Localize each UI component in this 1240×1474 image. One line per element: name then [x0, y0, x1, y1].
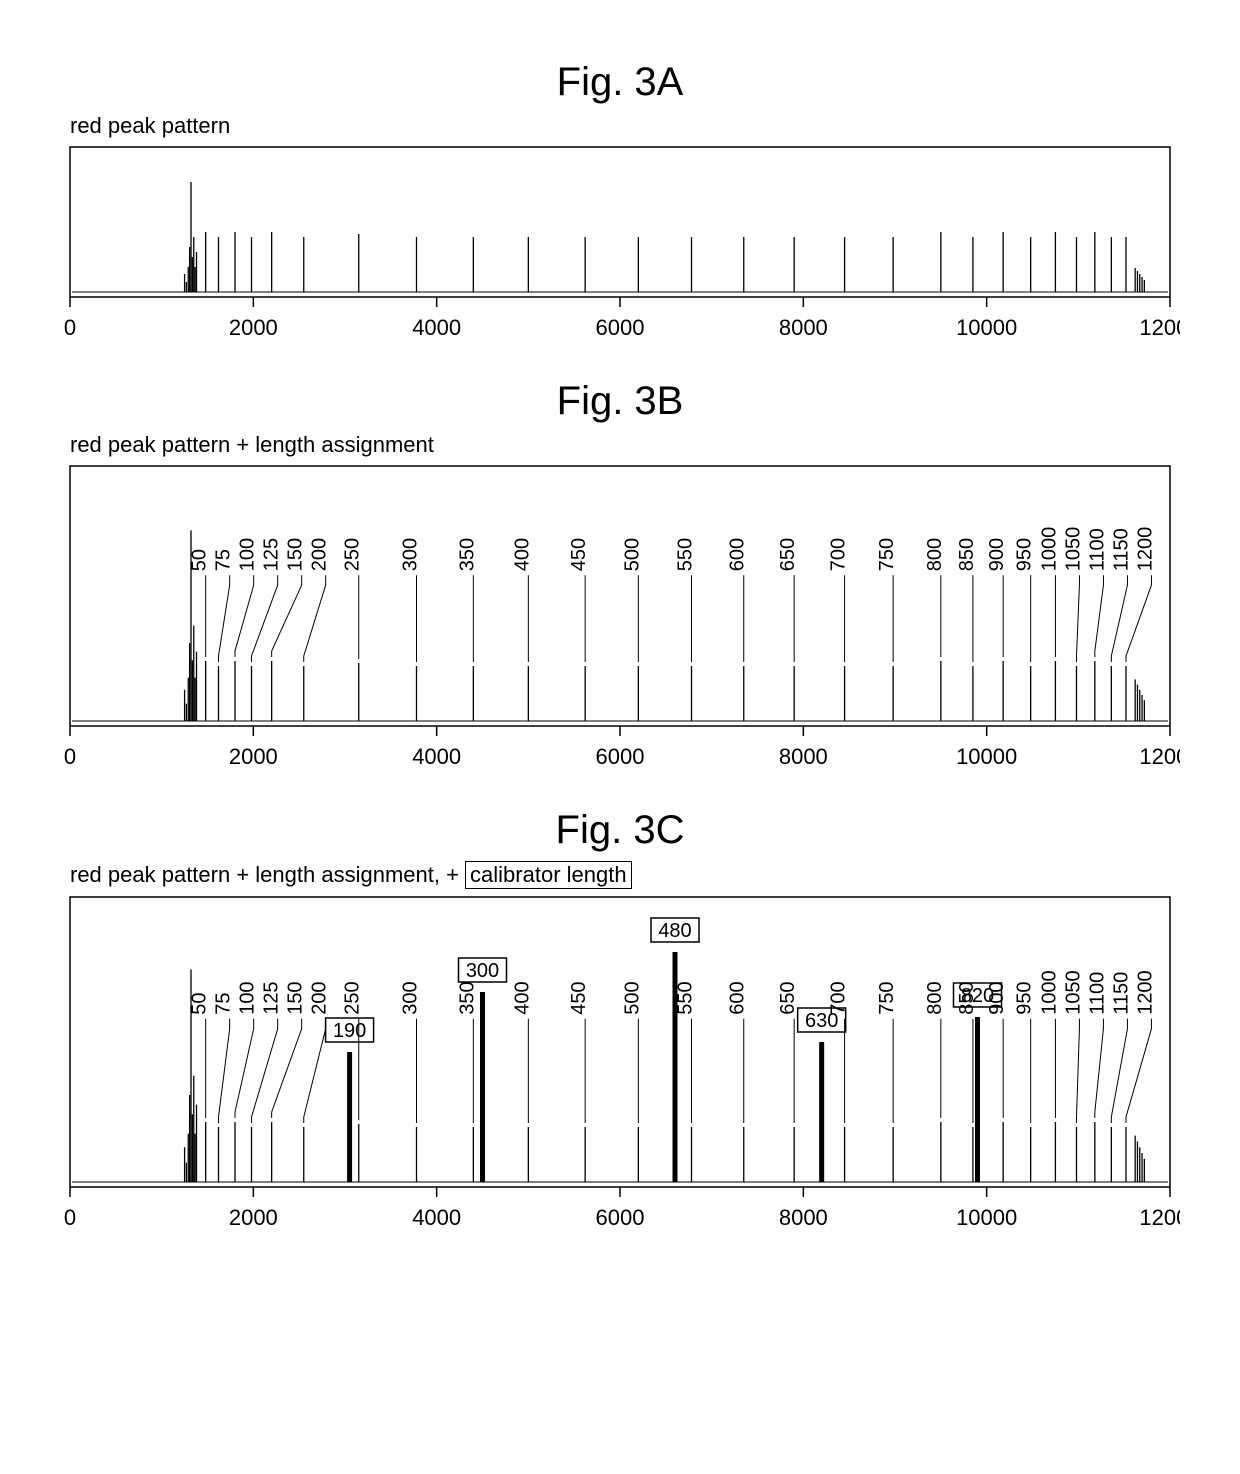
- svg-text:0: 0: [64, 1205, 76, 1229]
- svg-text:200: 200: [309, 982, 331, 1015]
- figure-3a-subtitle: red peak pattern: [70, 113, 1180, 139]
- svg-text:10000: 10000: [956, 1205, 1017, 1229]
- svg-text:12000: 12000: [1139, 315, 1180, 339]
- svg-text:1000: 1000: [1038, 971, 1060, 1016]
- svg-text:100: 100: [237, 538, 259, 571]
- svg-text:12000: 12000: [1139, 1205, 1180, 1229]
- svg-text:1100: 1100: [1086, 972, 1108, 1015]
- svg-text:0: 0: [64, 315, 76, 339]
- svg-text:1000: 1000: [1038, 527, 1060, 572]
- svg-text:350: 350: [456, 538, 478, 571]
- svg-text:1200: 1200: [1134, 527, 1156, 572]
- figure-3c-title: Fig. 3C: [60, 808, 1180, 853]
- svg-text:190: 190: [333, 1020, 366, 1042]
- svg-text:750: 750: [876, 538, 898, 571]
- svg-text:8000: 8000: [779, 315, 828, 339]
- svg-text:300: 300: [400, 982, 422, 1015]
- figure-3b-subtitle: red peak pattern + length assignment: [70, 432, 1180, 458]
- svg-text:1150: 1150: [1110, 528, 1132, 571]
- svg-text:750: 750: [876, 982, 898, 1015]
- svg-text:150: 150: [285, 982, 307, 1015]
- svg-text:500: 500: [621, 982, 643, 1015]
- figure-3a-title: Fig. 3A: [60, 60, 1180, 105]
- page: { "page": { "width": 1240, "height": 147…: [0, 0, 1240, 1329]
- svg-text:4000: 4000: [412, 744, 461, 768]
- svg-text:6000: 6000: [596, 1205, 645, 1229]
- figure-3c-subtitle: red peak pattern + length assignment, + …: [70, 861, 1180, 889]
- figure-3b-chart: 0 2000 4000 6000 8000 10000 12000 5075100125150…: [60, 462, 1180, 768]
- svg-text:600: 600: [727, 982, 749, 1015]
- svg-text:8000: 8000: [779, 744, 828, 768]
- figure-3a: Fig. 3A red peak pattern 0 2000 4000 6000 80…: [60, 60, 1180, 339]
- svg-text:350: 350: [456, 982, 478, 1015]
- svg-text:250: 250: [342, 982, 364, 1015]
- svg-text:6000: 6000: [596, 744, 645, 768]
- svg-text:400: 400: [511, 982, 533, 1015]
- svg-text:1200: 1200: [1134, 971, 1156, 1016]
- svg-text:2000: 2000: [229, 315, 278, 339]
- svg-text:500: 500: [621, 538, 643, 571]
- svg-text:450: 450: [568, 538, 590, 571]
- figure-3c-subtitle-part1: red peak pattern + length assignment, +: [70, 862, 459, 887]
- svg-text:125: 125: [261, 982, 283, 1015]
- svg-text:300: 300: [400, 538, 422, 571]
- svg-text:900: 900: [986, 538, 1008, 571]
- figure-3c-chart: 0200040006000800010000120001903004806308…: [60, 893, 1180, 1229]
- svg-text:10000: 10000: [956, 315, 1017, 339]
- svg-text:250: 250: [342, 538, 364, 571]
- svg-text:8000: 8000: [779, 1205, 828, 1229]
- svg-text:1050: 1050: [1062, 527, 1084, 572]
- svg-text:50: 50: [189, 993, 211, 1015]
- svg-text:1050: 1050: [1062, 971, 1084, 1016]
- svg-text:600: 600: [727, 538, 749, 571]
- svg-text:400: 400: [511, 538, 533, 571]
- svg-text:1150: 1150: [1110, 972, 1132, 1015]
- svg-text:800: 800: [924, 538, 946, 571]
- svg-text:550: 550: [675, 982, 697, 1015]
- svg-text:2000: 2000: [229, 1205, 278, 1229]
- svg-text:0: 0: [64, 744, 76, 768]
- svg-text:75: 75: [213, 993, 235, 1015]
- figure-3b-title: Fig. 3B: [60, 379, 1180, 424]
- svg-text:100: 100: [237, 982, 259, 1015]
- figure-3b: Fig. 3B red peak pattern + length assign…: [60, 379, 1180, 768]
- svg-text:650: 650: [777, 538, 799, 571]
- svg-text:1100: 1100: [1086, 528, 1108, 571]
- svg-text:850: 850: [956, 982, 978, 1015]
- svg-text:450: 450: [568, 982, 590, 1015]
- svg-text:4000: 4000: [412, 315, 461, 339]
- svg-text:300: 300: [466, 960, 499, 982]
- svg-text:700: 700: [828, 982, 850, 1015]
- svg-text:650: 650: [777, 982, 799, 1015]
- svg-text:10000: 10000: [956, 744, 1017, 768]
- svg-text:2000: 2000: [229, 744, 278, 768]
- svg-text:950: 950: [1014, 982, 1036, 1015]
- figure-3c: Fig. 3C red peak pattern + length assign…: [60, 808, 1180, 1229]
- svg-text:150: 150: [285, 538, 307, 571]
- svg-text:800: 800: [924, 982, 946, 1015]
- svg-text:550: 550: [675, 538, 697, 571]
- svg-text:200: 200: [309, 538, 331, 571]
- svg-text:12000: 12000: [1139, 744, 1180, 768]
- svg-text:850: 850: [956, 538, 978, 571]
- svg-text:900: 900: [986, 982, 1008, 1015]
- svg-text:950: 950: [1014, 538, 1036, 571]
- svg-text:50: 50: [189, 549, 211, 571]
- svg-text:125: 125: [261, 538, 283, 571]
- svg-text:6000: 6000: [596, 315, 645, 339]
- figure-3a-chart: 0 2000 4000 6000 8000 10000 12000: [60, 143, 1180, 339]
- svg-text:700: 700: [828, 538, 850, 571]
- svg-text:75: 75: [213, 549, 235, 571]
- figure-3c-subtitle-boxed: calibrator length: [465, 861, 632, 889]
- svg-text:480: 480: [658, 920, 691, 942]
- svg-text:4000: 4000: [412, 1205, 461, 1229]
